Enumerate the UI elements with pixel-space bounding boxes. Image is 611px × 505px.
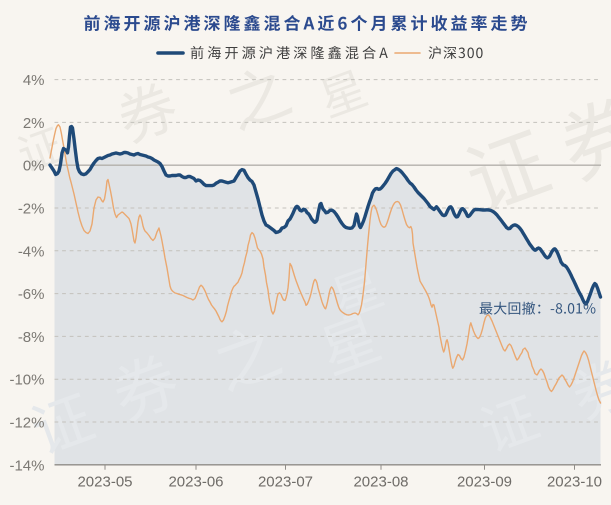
svg-text:-2%: -2% [18, 201, 45, 218]
svg-text:2023-09: 2023-09 [457, 474, 512, 491]
svg-text:4%: 4% [23, 72, 45, 89]
svg-text:-8%: -8% [18, 329, 45, 346]
svg-text:2023-08: 2023-08 [353, 474, 408, 491]
svg-text:-14%: -14% [9, 457, 44, 474]
svg-text:2023-10: 2023-10 [547, 474, 602, 491]
svg-text:-6%: -6% [18, 286, 45, 303]
svg-text:-4%: -4% [18, 243, 45, 260]
svg-text:2023-05: 2023-05 [77, 474, 132, 491]
svg-text:0%: 0% [23, 158, 45, 175]
svg-text:-12%: -12% [9, 415, 44, 432]
svg-text:2023-06: 2023-06 [168, 474, 223, 491]
svg-text:-10%: -10% [9, 372, 44, 389]
svg-text:2023-07: 2023-07 [258, 474, 313, 491]
svg-text:2%: 2% [23, 115, 45, 132]
